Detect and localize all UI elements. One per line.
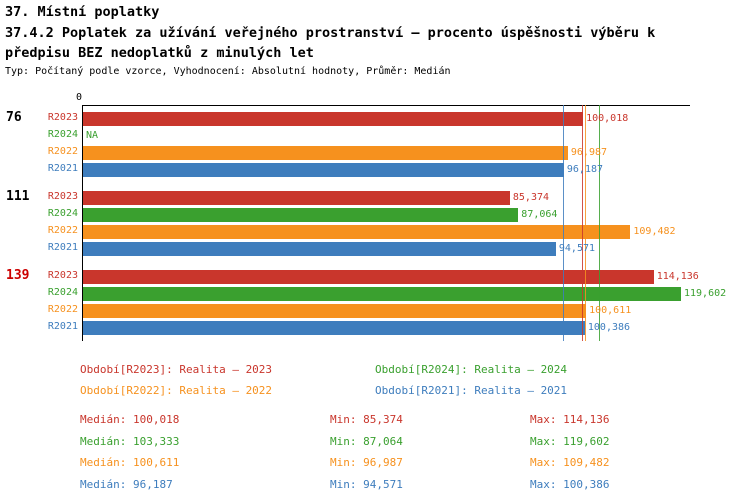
bar-r2021-group1: [83, 163, 564, 177]
legend-item-r2023: Období[R2023]: Realita – 2023: [80, 363, 273, 376]
row-series-label: R2022: [47, 304, 78, 315]
bar-value-label: 119,602: [684, 288, 727, 299]
group-label: 111: [6, 189, 30, 204]
bar-value-label: 96,987: [570, 147, 608, 158]
row-series-label: R2023: [47, 112, 78, 123]
group-label: 76: [6, 110, 22, 125]
bar-value-label: NA: [86, 130, 99, 141]
legend-item-r2022: Období[R2022]: Realita – 2022: [80, 384, 273, 397]
stat-min-r2022: Min: 96,987: [330, 456, 403, 469]
bar-value-label: 100,611: [589, 305, 632, 316]
row-series-label: R2022: [47, 225, 78, 236]
row-series-label: R2023: [47, 191, 78, 202]
median-line-r2022: [585, 105, 587, 341]
bar-r2023-group3: [83, 270, 654, 284]
bar-value-label: 100,018: [586, 113, 629, 124]
stat-max-r2022: Max: 109,482: [530, 456, 610, 469]
row-series-label: R2023: [47, 270, 78, 281]
stat-min-r2024: Min: 87,064: [330, 434, 403, 448]
bar-value-label: 94,571: [558, 243, 596, 254]
stat-min-r2021: Min: 94,571: [330, 477, 403, 491]
legend-item-r2024: Období[R2024]: Realita – 2024: [375, 363, 568, 376]
x-axis-line: [82, 105, 690, 106]
stat-max-r2023: Max: 114,136: [530, 413, 610, 426]
bar-value-label: 96,187: [566, 164, 604, 175]
bar-r2022-group3: [83, 304, 587, 318]
x-axis-zero-tick: 0: [76, 92, 83, 103]
row-series-label: R2024: [47, 129, 78, 140]
bar-r2022-group2: [83, 225, 631, 239]
stat-median-r2023: Medián: 100,018: [80, 413, 180, 426]
bar-r2023-group1: [83, 112, 584, 126]
page-title: 37. Místní poplatky: [5, 4, 160, 20]
bar-value-label: 109,482: [633, 226, 676, 237]
row-series-label: R2021: [47, 163, 78, 174]
bar-r2021-group2: [83, 242, 556, 256]
bar-r2021-group3: [83, 321, 585, 335]
chart-title-line2: předpisu BEZ nedoplatků z minulých let: [5, 45, 314, 61]
bar-r2023-group2: [83, 191, 510, 205]
stat-median-r2022: Medián: 100,611: [80, 456, 180, 469]
bar-value-label: 100,386: [587, 322, 631, 333]
row-series-label: R2024: [47, 208, 78, 219]
median-line-r2021: [562, 105, 564, 341]
group-label: 139: [6, 268, 30, 283]
chart-title-line1: 37.4.2 Poplatek za užívání veřejného pro…: [5, 25, 656, 41]
stat-median-r2021: Medián: 96,187: [80, 477, 173, 491]
bar-r2024-group2: [83, 208, 519, 222]
stat-max-r2021: Max: 100,386: [530, 477, 610, 491]
row-series-label: R2021: [47, 321, 78, 332]
y-axis-line: [82, 105, 83, 341]
stat-min-r2023: Min: 85,374: [330, 413, 403, 426]
legend-item-r2021: Období[R2021]: Realita – 2021: [375, 384, 568, 397]
bar-value-label: 85,374: [512, 192, 550, 203]
bar-value-label: 114,136: [656, 271, 699, 282]
stat-median-r2024: Medián: 103,333: [80, 434, 180, 448]
row-series-label: R2022: [47, 146, 78, 157]
median-line-r2024: [598, 105, 600, 341]
row-series-label: R2024: [47, 287, 78, 298]
bar-r2022-group1: [83, 146, 568, 160]
median-line-r2023: [582, 105, 584, 341]
bar-r2024-group3: [83, 287, 681, 301]
chart-meta: Typ: Počítaný podle vzorce, Vyhodnocení:…: [5, 66, 451, 77]
bar-value-label: 87,064: [521, 209, 558, 220]
row-series-label: R2021: [47, 242, 78, 253]
stat-max-r2024: Max: 119,602: [530, 434, 610, 448]
